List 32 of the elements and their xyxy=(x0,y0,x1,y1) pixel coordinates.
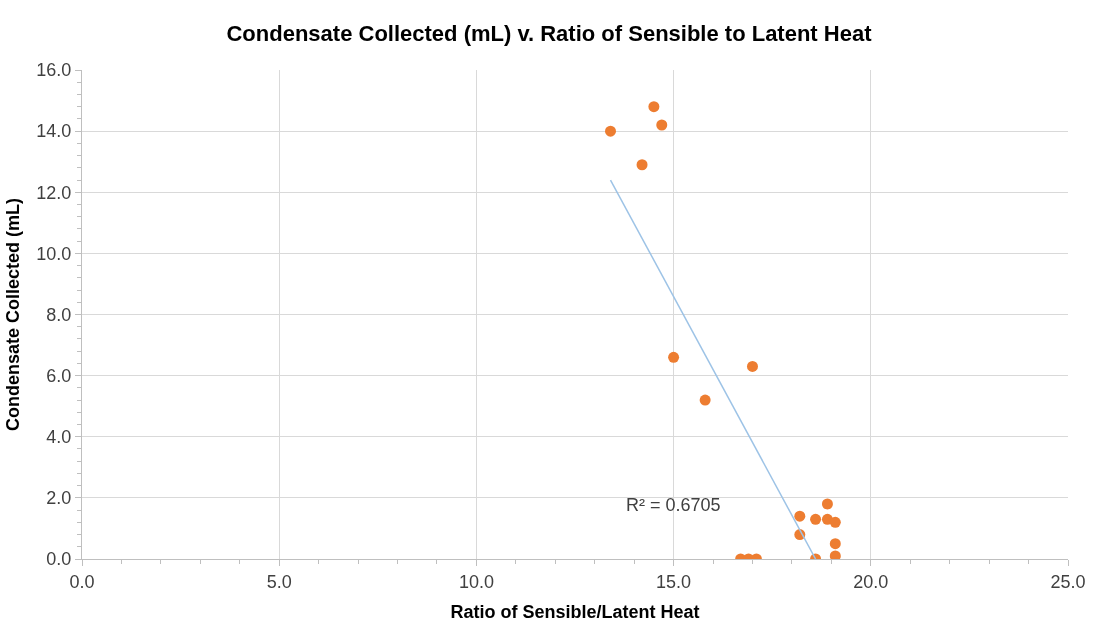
y-tick-label: 8.0 xyxy=(46,304,72,325)
point xyxy=(656,119,668,131)
chart-title: Condensate Collected (mL) v. Ratio of Sensible to Latent Heat xyxy=(226,20,873,46)
x-tick-label: 10.0 xyxy=(458,571,494,592)
point xyxy=(668,351,680,363)
annotation: R² = 0.6705 xyxy=(626,495,721,515)
y-tick-label: 10.0 xyxy=(36,243,72,264)
y-axis-title: Condensate Collected (mL) xyxy=(2,197,23,432)
point xyxy=(605,125,616,137)
point xyxy=(821,498,833,510)
x-tick-label: 0.0 xyxy=(69,571,95,592)
point xyxy=(636,159,648,171)
point xyxy=(648,101,660,113)
x-tick-label: 15.0 xyxy=(656,571,692,592)
point xyxy=(829,538,841,550)
y-tick-label: 2.0 xyxy=(46,488,72,509)
point xyxy=(829,550,841,559)
point xyxy=(794,510,806,522)
point xyxy=(810,513,822,525)
x-tick-label: 5.0 xyxy=(266,571,292,592)
y-tick-label: 4.0 xyxy=(46,427,72,448)
point xyxy=(699,394,711,406)
point xyxy=(746,360,758,372)
x-axis-title: Ratio of Sensible/Latent Heat xyxy=(450,601,700,622)
y-tick-label: 6.0 xyxy=(46,365,72,386)
point xyxy=(829,516,841,528)
y-tick-label: 16.0 xyxy=(36,60,72,81)
x-tick-label: 20.0 xyxy=(853,571,889,592)
y-tick-label: 0.0 xyxy=(46,549,72,570)
x-tick-label: 25.0 xyxy=(1050,571,1086,592)
y-tick-label: 12.0 xyxy=(36,182,72,203)
y-tick-label: 14.0 xyxy=(36,121,72,142)
